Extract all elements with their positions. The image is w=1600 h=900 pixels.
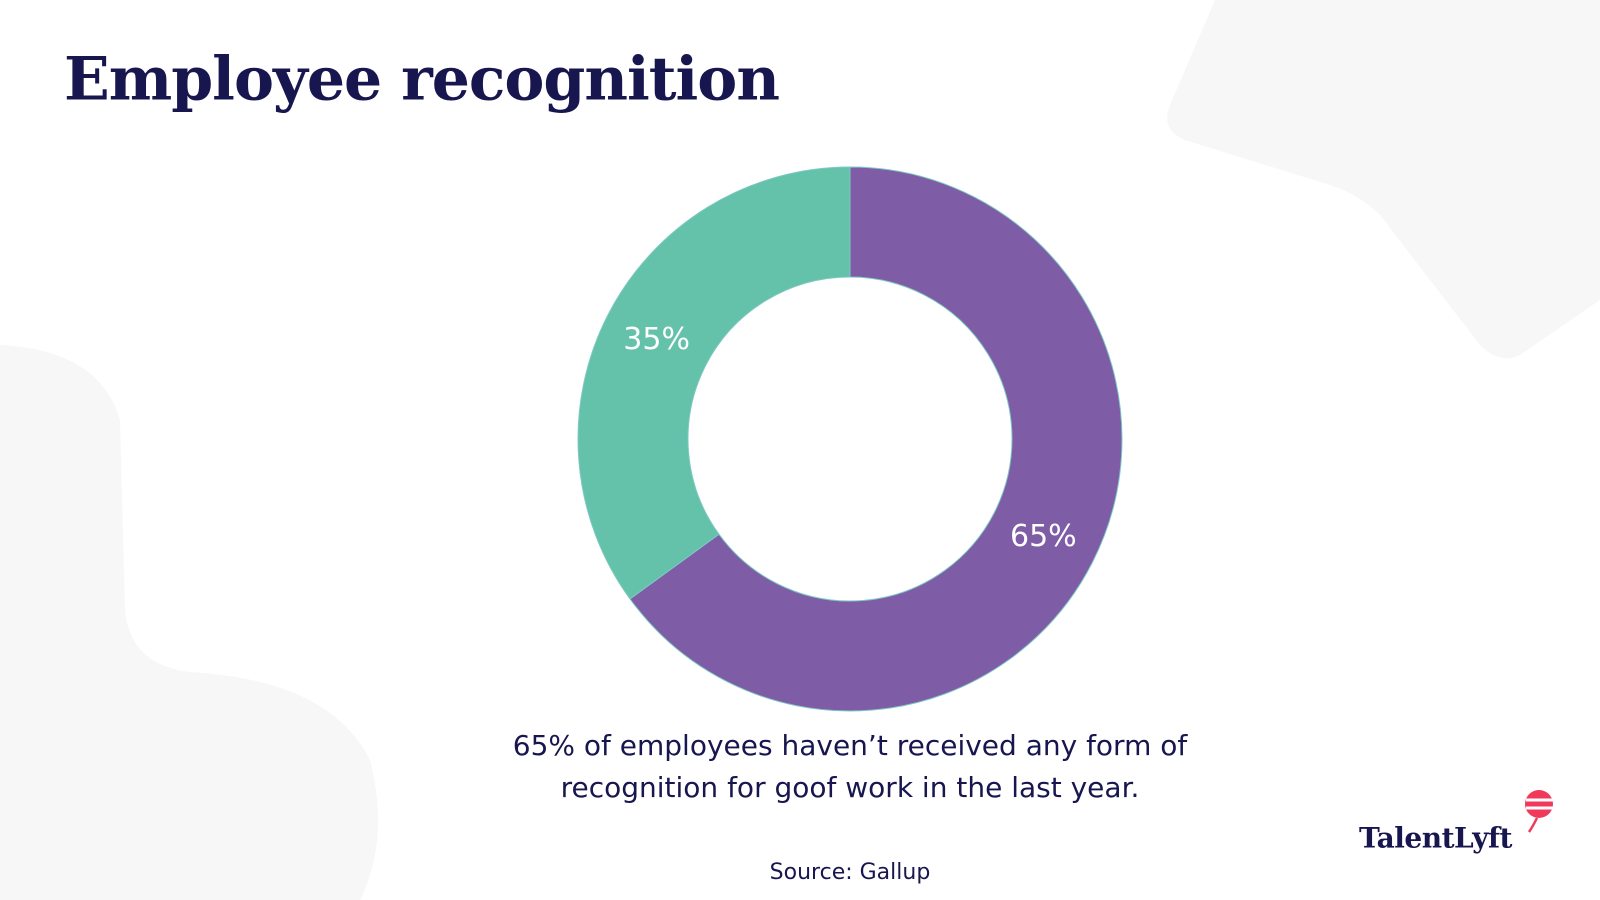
- logo-icon: [1525, 790, 1553, 833]
- background-shape: [1167, 0, 1600, 359]
- logo-text: TalentLyft: [1359, 822, 1513, 855]
- donut-segment: [629, 166, 1123, 712]
- donut-segment: [577, 166, 851, 600]
- source: Source: Gallup: [770, 860, 931, 885]
- value-label: 65%: [1010, 519, 1077, 554]
- value-label: 35%: [623, 322, 690, 357]
- donut-chart: 65% 35%: [577, 166, 1123, 712]
- caption-line: 65% of employees haven’t received any fo…: [513, 729, 1189, 762]
- chart-title: Employee recognition: [64, 45, 779, 115]
- caption-line: recognition for goof work in the last ye…: [561, 771, 1140, 804]
- background-shape: [0, 345, 378, 900]
